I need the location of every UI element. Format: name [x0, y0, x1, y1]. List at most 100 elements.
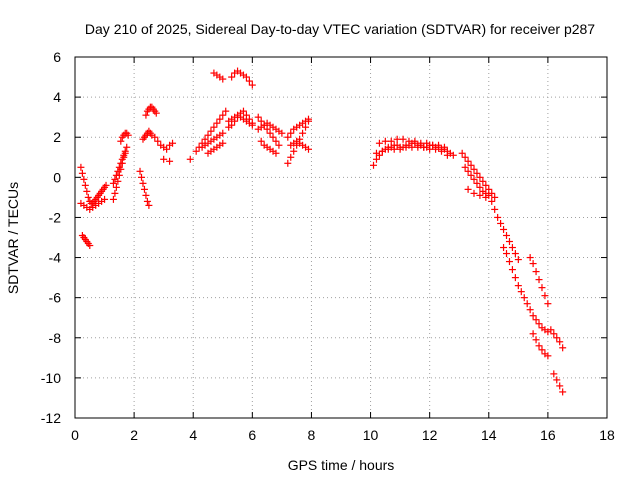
data-point: [219, 111, 227, 119]
data-point: [491, 205, 499, 213]
data-point: [476, 173, 484, 181]
x-tick-label: 10: [363, 427, 379, 443]
data-point: [517, 288, 525, 296]
data-point: [290, 147, 298, 155]
data-point: [213, 119, 221, 127]
data-point: [140, 185, 148, 193]
data-point: [210, 123, 218, 131]
data-point: [411, 137, 419, 145]
data-point: [216, 115, 224, 123]
data-point: [500, 244, 508, 252]
data-point: [514, 282, 522, 290]
data-point: [535, 320, 543, 328]
data-point: [272, 137, 280, 145]
data-point: [461, 163, 469, 171]
data-point: [538, 284, 546, 292]
data-point: [461, 153, 469, 161]
x-axis-label: GPS time / hours: [288, 457, 395, 473]
data-point: [186, 155, 194, 163]
data-point: [117, 159, 125, 167]
data-point: [284, 133, 292, 141]
data-point: [304, 115, 312, 123]
data-point: [396, 145, 404, 153]
data-point: [508, 266, 516, 274]
data-point: [123, 143, 131, 151]
data-point: [222, 107, 230, 115]
data-point: [497, 219, 505, 227]
data-point: [381, 137, 389, 145]
data-point: [544, 352, 552, 360]
data-point: [473, 179, 481, 187]
data-point: [145, 201, 153, 209]
x-tick-label: 18: [599, 427, 615, 443]
data-point: [529, 260, 537, 268]
data-point: [84, 193, 92, 201]
x-axis-ticks: 0 2 4 6 8 10 12 14 16 18: [71, 57, 615, 443]
data-point: [449, 151, 457, 159]
data-point: [118, 155, 126, 163]
data-point: [443, 151, 451, 159]
data-point: [426, 145, 434, 153]
data-point: [287, 129, 295, 137]
data-point: [143, 197, 151, 205]
data-point: [111, 189, 119, 197]
data-point: [529, 330, 537, 338]
data-point: [284, 159, 292, 167]
data-point: [257, 117, 265, 125]
data-point: [154, 137, 162, 145]
data-point: [201, 135, 209, 143]
data-point: [429, 141, 437, 149]
x-tick-label: 14: [481, 427, 497, 443]
data-point: [541, 292, 549, 300]
data-point: [245, 77, 253, 85]
data-points: [77, 67, 567, 396]
data-point: [263, 125, 271, 133]
data-point: [114, 167, 122, 175]
data-point: [302, 123, 310, 131]
y-tick-label: -2: [49, 209, 62, 225]
y-tick-label: -12: [41, 410, 61, 426]
data-point: [384, 145, 392, 153]
x-tick-label: 16: [540, 427, 556, 443]
data-point: [470, 189, 478, 197]
data-point: [228, 121, 236, 129]
data-point: [86, 242, 94, 250]
data-point: [464, 185, 472, 193]
data-point: [511, 250, 519, 258]
data-point: [476, 183, 484, 191]
data-point: [370, 161, 378, 169]
x-tick-label: 6: [248, 427, 256, 443]
data-point: [254, 113, 262, 121]
data-point: [101, 195, 109, 203]
data-point: [491, 193, 499, 201]
data-point: [242, 111, 250, 119]
plot-frame: [74, 56, 608, 419]
data-point: [556, 382, 564, 390]
data-point: [482, 193, 490, 201]
data-point: [248, 121, 256, 129]
data-point: [120, 151, 128, 159]
data-point: [505, 238, 513, 246]
data-point: [559, 344, 567, 352]
data-point: [550, 330, 558, 338]
data-point: [520, 294, 528, 302]
data-point: [529, 312, 537, 320]
data-point: [269, 133, 277, 141]
x-tick-label: 12: [422, 427, 438, 443]
data-point: [503, 231, 511, 239]
data-point: [467, 161, 475, 169]
x-tick-label: 4: [189, 427, 197, 443]
data-point: [166, 157, 174, 165]
data-point: [219, 75, 227, 83]
data-point: [559, 388, 567, 396]
data-point: [115, 163, 123, 171]
data-point: [242, 73, 250, 81]
data-point: [372, 149, 380, 157]
data-point: [505, 258, 513, 266]
data-point: [432, 145, 440, 153]
data-point: [192, 147, 200, 155]
data-point: [553, 376, 561, 384]
data-point: [111, 175, 119, 183]
data-point: [402, 143, 410, 151]
data-point: [112, 171, 120, 179]
